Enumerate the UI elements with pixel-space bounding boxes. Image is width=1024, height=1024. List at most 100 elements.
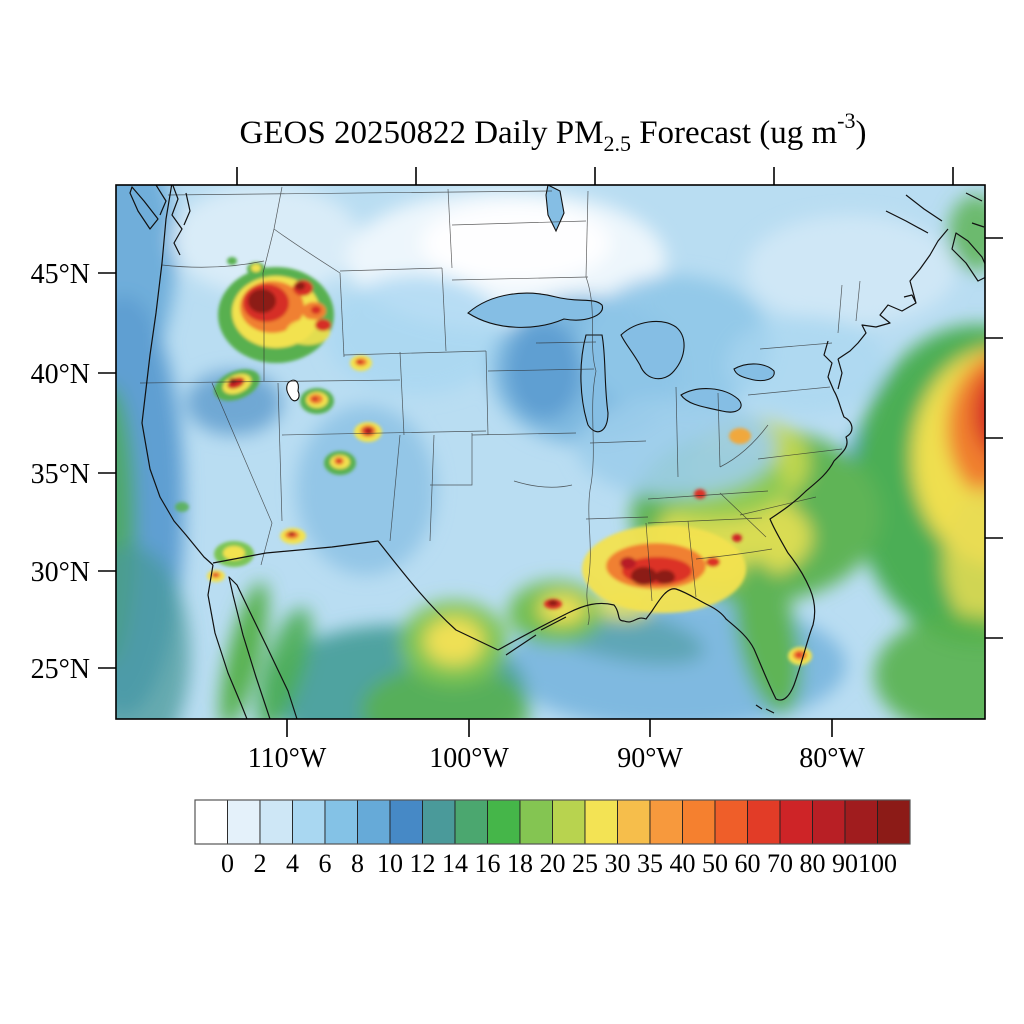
latitude-tick-label: 40°N	[31, 359, 90, 390]
map-canvas	[115, 184, 986, 720]
longitude-tick-label: 100°W	[429, 743, 509, 774]
hotspot-ring	[729, 428, 751, 444]
hotspot-ring	[631, 567, 657, 585]
hotspot-ring	[248, 289, 276, 313]
hotspot-ring	[223, 546, 245, 560]
colorbar-cell	[779, 799, 813, 845]
hotspot-ring	[357, 360, 363, 364]
colorbar-cell	[227, 799, 261, 845]
colorbar-frame	[194, 799, 911, 845]
field-blob	[746, 215, 956, 325]
longitude-tick-label: 80°W	[799, 743, 865, 774]
field-blob	[874, 615, 985, 719]
colorbar-cell	[422, 799, 456, 845]
lake-michigan	[580, 334, 609, 433]
hotspot-ring	[175, 502, 189, 512]
map-frame	[115, 184, 986, 720]
st-lawrence	[885, 192, 983, 234]
title-suffix: )	[855, 115, 866, 151]
pacific-coast	[141, 185, 214, 566]
latitude-tick-label: 25°N	[31, 654, 90, 685]
colorbar-cell	[812, 799, 846, 845]
field-blob	[361, 665, 531, 719]
hotspot-ring	[366, 429, 372, 433]
colorbar-tick-label: 40	[670, 849, 696, 878]
pm-hotspots	[175, 257, 812, 665]
longitude-tick-label: 90°W	[617, 743, 683, 774]
field-blob	[726, 315, 886, 415]
nova-scotia	[951, 222, 985, 282]
gulf-of-california-coast	[228, 576, 298, 719]
colorbar-tick-label: 16	[475, 849, 501, 878]
colorbar-cell	[519, 799, 553, 845]
hotspot-ring	[336, 459, 342, 463]
colorbar-tick-label: 18	[507, 849, 533, 878]
colorbar-tick-label: 8	[351, 849, 364, 878]
state-borders	[139, 186, 861, 626]
colorbar-tick-label: 30	[605, 849, 631, 878]
title-prefix: GEOS 20250822 Daily PM	[240, 115, 604, 151]
field-blob	[424, 617, 484, 665]
chesapeake-bay	[823, 340, 843, 392]
colorbar-tick-label: 2	[254, 849, 267, 878]
field-blob	[326, 275, 506, 395]
colorbar-cell	[584, 799, 618, 845]
texas-barrier-islands	[505, 616, 567, 656]
colorbar-cell	[357, 799, 391, 845]
hotspot-ring	[732, 534, 742, 542]
colorbar-cell	[194, 799, 228, 845]
field-blob	[421, 203, 611, 283]
colorbar-tick-label: 6	[319, 849, 332, 878]
title-superscript: -3	[837, 108, 855, 133]
puget-sound	[155, 185, 191, 256]
colorbar-cell	[617, 799, 651, 845]
colorbar-cell	[454, 799, 488, 845]
colorbar-cell	[844, 799, 878, 845]
baja-outer-coast	[207, 564, 248, 719]
field-blob	[947, 356, 985, 500]
colorbar-cell	[292, 799, 326, 845]
field-blob	[186, 371, 282, 435]
chart-title: GEOS 20250822 Daily PM2.5 Forecast (ug m…	[240, 108, 867, 156]
hotspot-ring	[311, 306, 321, 314]
colorbar-cell	[714, 799, 748, 845]
field-blob	[116, 545, 190, 719]
longitude-tick-label: 110°W	[248, 743, 327, 774]
gulf-coast	[497, 390, 853, 701]
hotspot-ring	[796, 652, 802, 658]
hotspot-ring	[229, 378, 237, 384]
field-blob	[734, 560, 802, 714]
hotspot-ring	[295, 282, 305, 290]
colorbar-cell	[487, 799, 521, 845]
vancouver-island	[129, 186, 159, 230]
colorbar-tick-label: 90	[832, 849, 858, 878]
axes: 45°N 40°N 35°N 30°N 25°N 110°W 100°W 90°W 80°W	[31, 167, 1003, 774]
field-blob	[171, 185, 361, 295]
hotspot-ring	[620, 557, 636, 569]
field-blob	[256, 607, 312, 719]
colorbar-cell	[389, 799, 423, 845]
hotspot-ring	[706, 557, 720, 567]
pm-concentration-field	[116, 185, 985, 719]
colorbar-tick-label: 100	[858, 849, 897, 878]
title-subscript: 2.5	[603, 131, 631, 156]
colorbar-cell	[552, 799, 586, 845]
latitude-tick-label: 45°N	[31, 259, 90, 290]
hotspot-ring	[548, 600, 558, 606]
hotspot-ring	[289, 532, 293, 536]
title-middle: Forecast (ug m	[631, 115, 838, 151]
field-blob	[973, 376, 985, 450]
colorbar-tick-label: 50	[702, 849, 728, 878]
colorbar-tick-label: 14	[442, 849, 468, 878]
field-blob	[220, 582, 268, 719]
lake-erie	[680, 388, 742, 413]
lakes	[286, 185, 775, 433]
colorbar-tick-label: 12	[410, 849, 436, 878]
colorbar-tick-label: 70	[767, 849, 793, 878]
hotspot-ring	[312, 397, 318, 401]
lake-huron	[620, 320, 685, 380]
hotspot-ring	[655, 570, 675, 584]
florida-keys	[755, 704, 775, 714]
